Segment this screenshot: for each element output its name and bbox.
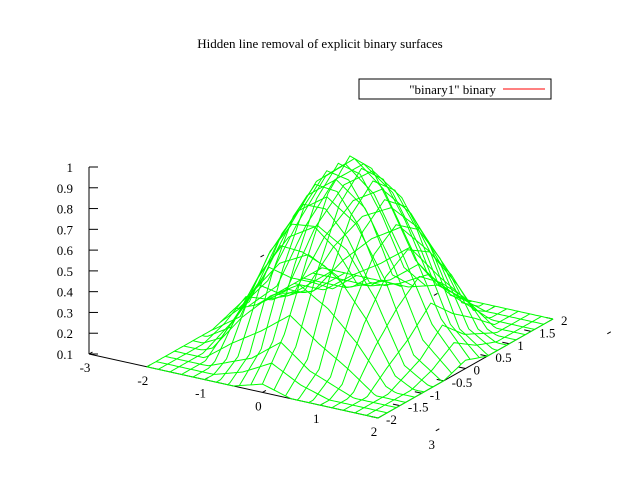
surface-line-y: [312, 272, 544, 325]
surface-line-y: [192, 253, 425, 393]
x-tick-label: 0: [255, 398, 262, 413]
z-tick-label: 0.3: [57, 305, 73, 320]
surface-line-y: [165, 341, 397, 409]
y-tick-mark: [414, 391, 422, 394]
y-tick-mark: [502, 341, 510, 345]
x-tick-mark: [88, 351, 93, 355]
surface-line-y: [321, 267, 554, 320]
y-tick-label: -1: [430, 387, 441, 402]
z-tick-label: 0.4: [57, 285, 74, 300]
y-tick-label: 1: [517, 338, 524, 353]
surface-line-x: [285, 180, 461, 397]
surface-line-x: [319, 249, 496, 406]
surface-line-x: [250, 162, 427, 386]
chart-title: Hidden line removal of explicit binary s…: [197, 36, 442, 51]
y-tick-label: 0: [474, 363, 481, 378]
surface-line-y: [303, 263, 535, 330]
surface-line-y: [238, 157, 471, 360]
y-tick-mark: [458, 366, 466, 369]
y-tick-label: 1.5: [539, 325, 555, 340]
surface-line-y: [183, 284, 415, 398]
surface-line-y: [257, 170, 489, 356]
x-tick-label: 1: [313, 411, 320, 426]
y-tick-label: 0.5: [495, 350, 511, 365]
surface-line-x: [192, 245, 369, 378]
z-tick-label: 0.8: [57, 202, 73, 217]
surface-line-x: [308, 224, 484, 404]
surface-line-y: [201, 225, 434, 388]
x-back-tick-mark: [260, 254, 265, 258]
y-tick-label: -1.5: [408, 400, 429, 415]
surface-line-x: [215, 203, 392, 383]
y-tick-mark: [524, 329, 532, 332]
legend-box: [358, 78, 552, 100]
z-tick-label: 0.6: [57, 243, 74, 258]
z-tick-label: 0.1: [57, 347, 73, 362]
x-tick-mark: [262, 389, 267, 393]
surface-line-x: [158, 269, 334, 370]
surface-line-y: [174, 314, 406, 403]
surface-line-y: [266, 188, 498, 351]
surface-line-y: [294, 246, 526, 336]
y-tick-label: 2: [561, 313, 568, 328]
z-tick-label: 0.9: [57, 181, 73, 196]
surface-mesh: [146, 155, 554, 419]
axes: [88, 166, 612, 432]
x-tick-label: -2: [137, 373, 148, 388]
y-tick-label: -0.5: [452, 375, 473, 390]
surface-line-x: [366, 315, 542, 416]
y-tick-mark: [392, 403, 400, 407]
surface-line-x: [238, 170, 415, 386]
surface-line-x: [343, 302, 519, 411]
surface-line-x: [204, 223, 380, 381]
y-tick-label: -2: [386, 412, 397, 427]
x-tick-mark: [435, 428, 440, 432]
x-back-tick-mark: [433, 292, 438, 296]
surface-line-x: [377, 318, 554, 419]
surface-line-y: [146, 366, 379, 419]
surface-line-y: [247, 163, 480, 358]
surface-line-x: [273, 167, 450, 391]
surface-line-y: [284, 226, 517, 341]
x-back-tick-mark: [607, 331, 612, 335]
surface-line-x: [296, 199, 473, 401]
surface-line-x: [146, 267, 323, 368]
x-tick-label: 3: [429, 437, 436, 452]
surface-line-y: [211, 196, 443, 382]
x-tick-label: -3: [80, 360, 91, 375]
legend-label: "binary1" binary: [409, 82, 496, 97]
z-tick-label: 0.5: [57, 264, 73, 279]
x-tick-label: -1: [195, 386, 206, 401]
surface-line-y: [155, 361, 388, 414]
x-tick-label: 2: [371, 424, 378, 439]
surface-line-x: [354, 313, 531, 414]
tick-labels: 0.1 0.2 0.3 0.4 0.5 0.6 0.7 0.8 0.9 1 -3 -2 -1 0 1 2 3 -2…: [57, 160, 568, 452]
z-tick-label: 0.2: [57, 326, 73, 341]
surface-line-y: [275, 207, 508, 346]
surface-line-y: [220, 178, 453, 374]
z-tick-label: 0.7: [57, 222, 74, 237]
surface-line-x: [261, 155, 438, 385]
legend: "binary1" binary: [358, 78, 552, 100]
surface-line-x: [169, 272, 346, 373]
surface-line-x: [331, 275, 508, 409]
z-tick-label: 1: [67, 160, 74, 175]
